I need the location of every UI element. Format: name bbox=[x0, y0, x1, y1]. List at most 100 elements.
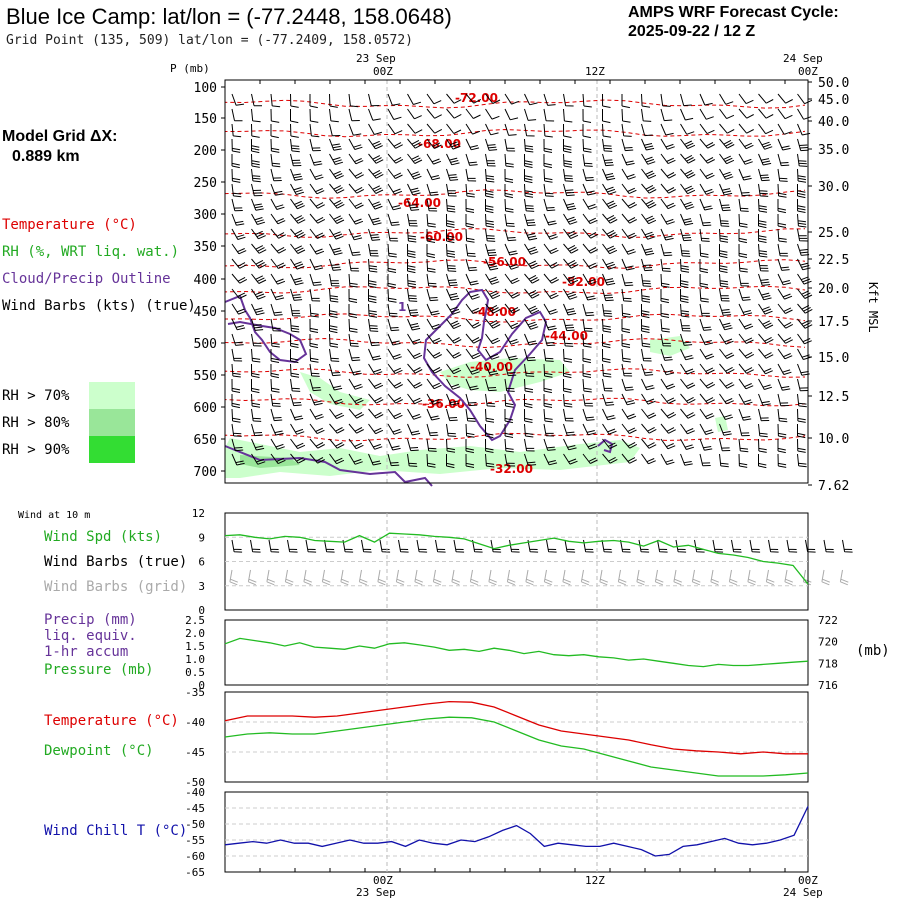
temperature-contour bbox=[224, 313, 806, 323]
wind-barb bbox=[290, 273, 304, 286]
height-tick-label: 17.5 bbox=[818, 315, 849, 330]
wind-barb bbox=[680, 348, 694, 361]
wind-barb bbox=[699, 303, 711, 317]
temperature-contour bbox=[224, 432, 806, 442]
wind-barb bbox=[719, 168, 734, 180]
wind-barb bbox=[524, 408, 533, 423]
wind-barb bbox=[485, 363, 499, 376]
wind-barb bbox=[414, 569, 423, 586]
wind-barb bbox=[231, 213, 245, 226]
wind-barb bbox=[738, 258, 748, 273]
wind-barb bbox=[621, 303, 631, 318]
wind-barb bbox=[465, 108, 481, 119]
wind-barb bbox=[563, 168, 574, 182]
wind-barb bbox=[758, 153, 772, 166]
wind-barb bbox=[719, 348, 735, 359]
wind-barb bbox=[660, 423, 676, 434]
wind-barb bbox=[485, 348, 500, 360]
wind-barb bbox=[465, 378, 479, 391]
wind-barb bbox=[582, 243, 598, 254]
wind-barb bbox=[485, 333, 501, 345]
wind-barb bbox=[290, 183, 305, 195]
wind-10m-title: Wind at 10 m bbox=[18, 510, 91, 521]
wind-barb bbox=[290, 318, 300, 333]
wind-barb bbox=[485, 183, 494, 198]
wind-barb bbox=[738, 363, 754, 374]
wind-barb bbox=[407, 333, 422, 345]
wind-barb bbox=[348, 363, 362, 376]
wind-barb bbox=[485, 93, 501, 104]
wind-barb bbox=[426, 168, 441, 181]
wind-barb bbox=[524, 243, 539, 255]
wind-barb bbox=[680, 333, 693, 346]
wind-barb bbox=[270, 138, 280, 153]
pressure-tick-label: 500 bbox=[194, 337, 217, 352]
wind-barb bbox=[407, 228, 417, 243]
wind-barb bbox=[823, 539, 835, 553]
wind-barb bbox=[797, 153, 808, 167]
wind-barb bbox=[329, 213, 345, 224]
wind-barb bbox=[657, 539, 668, 553]
height-tick-label: 15.0 bbox=[818, 351, 849, 366]
wind-barb bbox=[699, 198, 713, 211]
wind-barb bbox=[719, 318, 733, 331]
wind-barb bbox=[426, 408, 440, 421]
wind-barb bbox=[543, 569, 553, 586]
wind-barb bbox=[524, 378, 534, 393]
wind-barb bbox=[738, 288, 751, 301]
pressure-unit-label: (mb) bbox=[856, 643, 890, 659]
wind-barb bbox=[329, 333, 339, 348]
wind-barb bbox=[290, 453, 306, 464]
height-tick-label: 25.0 bbox=[818, 226, 849, 241]
wind-barb bbox=[251, 303, 265, 316]
wind-barb bbox=[602, 138, 613, 152]
wind-barb bbox=[546, 539, 557, 553]
wind-barb bbox=[485, 243, 497, 257]
wind-barb bbox=[641, 198, 657, 209]
wind-barb bbox=[348, 453, 363, 465]
wind-barb bbox=[563, 348, 573, 363]
wind-barb bbox=[738, 453, 748, 468]
wind-barb bbox=[719, 393, 734, 405]
wind-barb bbox=[329, 408, 345, 420]
wind-barb bbox=[524, 273, 540, 284]
wind-barb bbox=[465, 258, 478, 272]
wind-barb bbox=[602, 93, 611, 108]
wind-barb bbox=[738, 108, 754, 119]
wind-barb bbox=[446, 393, 460, 406]
wind-barb bbox=[524, 169, 533, 184]
wind-barb bbox=[582, 258, 598, 270]
wind-barb bbox=[738, 378, 754, 390]
wind-barb bbox=[309, 183, 325, 195]
wind-barb bbox=[329, 378, 343, 391]
wind-barb bbox=[582, 333, 592, 348]
wind-barb bbox=[504, 108, 519, 121]
wind-barb bbox=[290, 243, 306, 254]
wind-barb bbox=[621, 423, 637, 434]
top-date-label: 23 Sep bbox=[356, 52, 396, 65]
wind-barb bbox=[432, 569, 442, 586]
wind-barb bbox=[562, 569, 571, 586]
wind-barb bbox=[602, 123, 612, 138]
wind-barb bbox=[797, 138, 809, 152]
wind-barb bbox=[287, 539, 298, 553]
wind-barb bbox=[504, 409, 513, 424]
wind-barb bbox=[710, 569, 719, 586]
wind-barb bbox=[758, 273, 771, 286]
wind-barb bbox=[426, 333, 442, 345]
wind-barb bbox=[738, 273, 750, 287]
wind-barb bbox=[777, 423, 787, 438]
wind-barb bbox=[504, 423, 514, 438]
wind-barb bbox=[329, 303, 338, 318]
wind-barb bbox=[377, 569, 386, 586]
cycle-value: 2025-09-22 / 12 Z bbox=[628, 23, 756, 40]
cycle-label: AMPS WRF Forecast Cycle: bbox=[628, 4, 839, 21]
temperature-contour-label: -52.00 bbox=[562, 275, 605, 289]
wind-barb bbox=[504, 453, 516, 467]
wind-barbs-grid-label: Wind Barbs (grid) bbox=[44, 579, 188, 595]
wind-barb bbox=[582, 138, 592, 153]
cloud-outline bbox=[224, 445, 433, 487]
wind-barb bbox=[621, 243, 636, 255]
wind-barb bbox=[251, 393, 261, 408]
wind-barb bbox=[368, 378, 384, 390]
